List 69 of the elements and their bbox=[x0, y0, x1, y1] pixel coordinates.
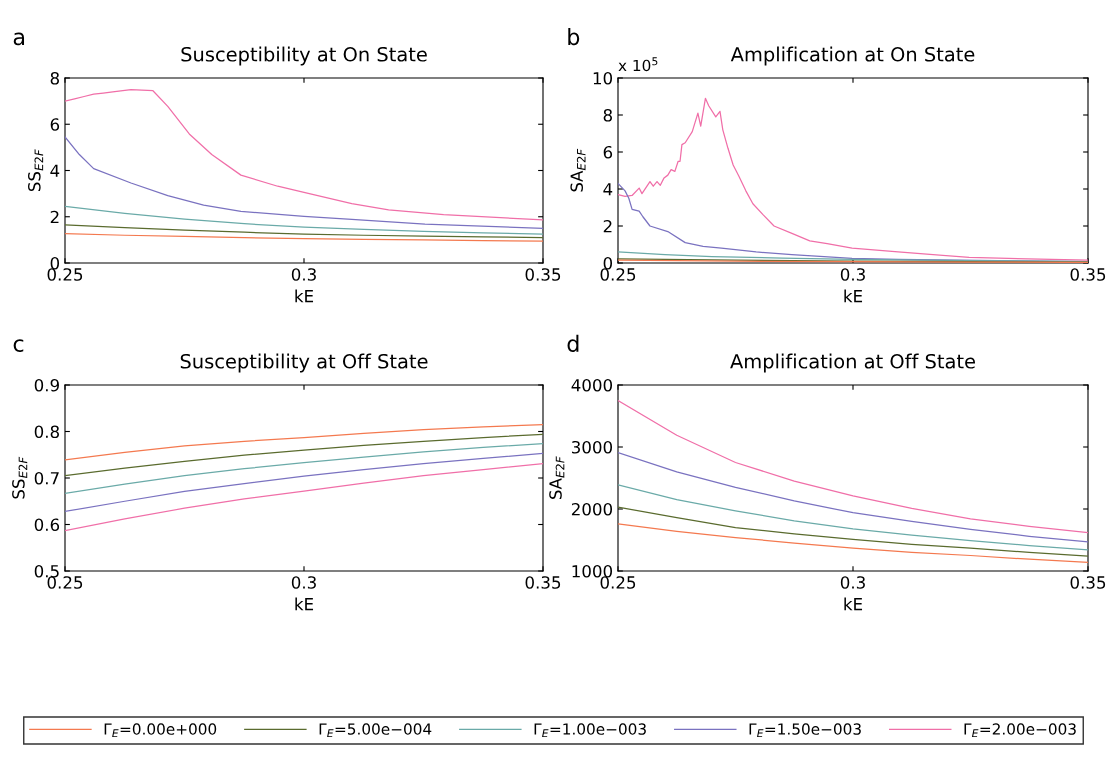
text: a bbox=[13, 32, 25, 46]
y-tick-label: 1000 bbox=[572, 564, 613, 578]
legend-label: Γ$_{E}$=2.00e−003 bbox=[964, 723, 1076, 738]
line-series bbox=[65, 442, 543, 494]
y-axis-title: SA$_{E2F}$ bbox=[570, 148, 586, 192]
y-tick-label: 10 bbox=[593, 71, 613, 85]
text: c bbox=[13, 339, 24, 352]
line-series bbox=[65, 205, 543, 235]
y-tick-label: 0.9 bbox=[34, 378, 59, 392]
x-axis-title: kE bbox=[844, 289, 863, 303]
y-tick-label: 0 bbox=[603, 256, 613, 270]
line-series bbox=[65, 452, 543, 513]
y-tick-label: 4 bbox=[603, 183, 613, 196]
line-series bbox=[618, 399, 1088, 534]
text: b bbox=[568, 28, 580, 46]
y-tick-label: 0 bbox=[50, 256, 60, 270]
y-tick-label: 6 bbox=[603, 145, 613, 159]
chart-title: Susceptibility at On State bbox=[181, 46, 427, 66]
y-axis-title: SA$_{E2F}$ bbox=[549, 456, 565, 499]
line-series bbox=[65, 88, 543, 221]
y-tick-label: 8 bbox=[603, 108, 612, 122]
text: x 10$^{5}$ bbox=[618, 57, 658, 72]
y-axis-title: SS$_{E2F}$ bbox=[12, 456, 28, 499]
x-tick-label: 0.3 bbox=[291, 268, 316, 281]
legend-label: Γ$_{E}$=1.00e−003 bbox=[534, 723, 646, 738]
y-tick-label: 0.5 bbox=[34, 564, 59, 578]
line-series bbox=[618, 523, 1088, 563]
line-series bbox=[65, 433, 543, 477]
text: d bbox=[567, 334, 579, 352]
x-tick-label: 0.25 bbox=[47, 268, 83, 281]
y-tick-label: 6 bbox=[50, 118, 60, 131]
x-tick-label: 0.3 bbox=[840, 576, 865, 589]
y-tick-label: 4000 bbox=[571, 378, 613, 392]
x-tick-label: 0.35 bbox=[1070, 576, 1106, 589]
line-series bbox=[618, 451, 1088, 543]
line-series bbox=[65, 233, 543, 242]
x-axis-title: kE bbox=[844, 597, 863, 611]
line-series bbox=[618, 484, 1088, 551]
y-tick-label: 0.8 bbox=[34, 425, 59, 439]
y-tick-label: 3000 bbox=[571, 440, 613, 454]
line-series bbox=[618, 506, 1088, 557]
y-tick-label: 0.7 bbox=[34, 471, 59, 485]
line-series bbox=[65, 423, 543, 461]
legend-label: Γ$_{E}$=0.00e+000 bbox=[104, 723, 217, 738]
y-tick-label: 0.6 bbox=[34, 518, 60, 532]
x-tick-label: 0.3 bbox=[840, 268, 865, 281]
y-tick-label: 4 bbox=[50, 164, 60, 177]
x-tick-label: 0.35 bbox=[1070, 268, 1106, 281]
y-axis-title: SS$_{E2F}$ bbox=[28, 149, 44, 192]
x-axis-title: kE bbox=[295, 289, 314, 303]
x-axis-title: kE bbox=[295, 597, 314, 611]
legend-label: Γ$_{E}$=5.00e−004 bbox=[319, 723, 432, 738]
x-tick-label: 0.35 bbox=[525, 576, 561, 589]
x-tick-label: 0.35 bbox=[525, 268, 561, 281]
x-tick-label: 0.25 bbox=[600, 576, 636, 589]
x-tick-label: 0.25 bbox=[47, 576, 83, 589]
chart-title: Amplification at On State bbox=[730, 46, 975, 66]
line-series bbox=[65, 136, 543, 229]
legend-label: Γ$_{E}$=1.50e−003 bbox=[749, 723, 861, 738]
chart-title: Amplification at Off State bbox=[730, 353, 975, 373]
y-tick-label: 2 bbox=[50, 210, 59, 224]
line-series bbox=[65, 224, 543, 239]
line-series bbox=[65, 462, 543, 532]
x-tick-label: 0.3 bbox=[291, 576, 316, 589]
y-tick-label: 2000 bbox=[571, 502, 613, 516]
chart-title: Susceptibility at Off State bbox=[180, 353, 428, 373]
y-tick-label: 8 bbox=[50, 71, 59, 85]
y-tick-label: 2 bbox=[603, 219, 612, 233]
x-tick-label: 0.25 bbox=[600, 268, 636, 281]
